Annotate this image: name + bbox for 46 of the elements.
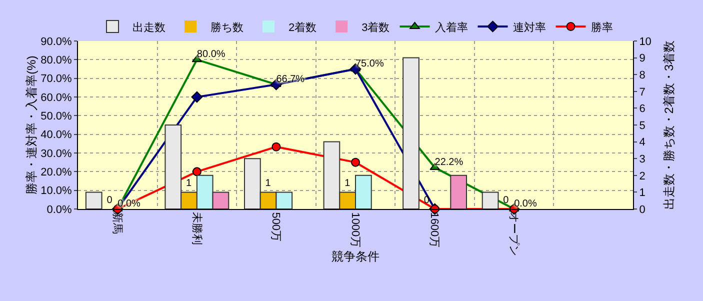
x-tick-label: 新馬 <box>111 212 124 234</box>
data-label: 1 <box>186 178 192 190</box>
x-axis-title: 競争条件 <box>332 250 380 264</box>
data-label: 75.0% <box>356 58 384 70</box>
data-label: 80.0% <box>196 49 226 60</box>
y2-tick-label: 8 <box>639 69 646 82</box>
y-tick-label: 20.0% <box>40 166 72 179</box>
y2-tick-label: 4 <box>639 136 646 149</box>
y-axis-title: 勝率・連対率・入着率(%) <box>24 56 39 194</box>
y-tick-label: 0.0% <box>46 204 72 216</box>
legend-label: 3着数 <box>362 20 390 34</box>
legend-label: 出走数 <box>132 20 166 34</box>
y-tick-label: 30.0% <box>40 148 72 160</box>
data-label: 1 <box>344 178 351 190</box>
legend-label: 連対率 <box>512 20 546 34</box>
data-label: 22.2% <box>434 157 464 168</box>
x-tick-label: 1600万 <box>428 212 440 248</box>
y-tick-label: 60.0% <box>40 92 72 104</box>
y2-tick-label: 0 <box>639 204 646 216</box>
x-tick-label: 1000万 <box>348 212 361 248</box>
data-label: 0.0% <box>514 198 537 210</box>
x-tick-label: 未勝利 <box>190 212 204 246</box>
x-tick-label: オープン <box>507 212 520 256</box>
y-tick-label: 70.0% <box>40 73 72 86</box>
data-label: 1 <box>265 178 272 190</box>
x-tick-label: 500万 <box>270 212 282 242</box>
y2-tick-label: 1 <box>639 187 646 200</box>
y2-tick-label: 9 <box>639 52 646 65</box>
legend-label: 勝ち数 <box>210 22 244 34</box>
y-tick-label: 40.0% <box>40 129 72 142</box>
legend-label: 2着数 <box>288 20 317 34</box>
legend-label: 勝率 <box>590 20 613 34</box>
y-tick-label: 80.0% <box>40 54 72 67</box>
data-label: 0 <box>106 195 113 206</box>
y2-tick-label: 10 <box>639 36 652 48</box>
y-tick-label: 10.0% <box>40 185 72 198</box>
y2-axis-title: 出走数・勝ち数・2着数・3着数 <box>662 40 676 210</box>
y2-tick-label: 5 <box>639 120 646 132</box>
y2-tick-label: 2 <box>639 170 646 182</box>
y2-tick-label: 3 <box>639 153 646 166</box>
y2-tick-label: 7 <box>639 86 646 98</box>
data-label: 0 <box>503 195 510 206</box>
y-tick-label: 50.0% <box>40 110 72 123</box>
y-tick-label: 90.0% <box>40 36 72 48</box>
y2-tick-label: 6 <box>639 103 646 116</box>
legend-label: 入着率 <box>434 20 468 34</box>
